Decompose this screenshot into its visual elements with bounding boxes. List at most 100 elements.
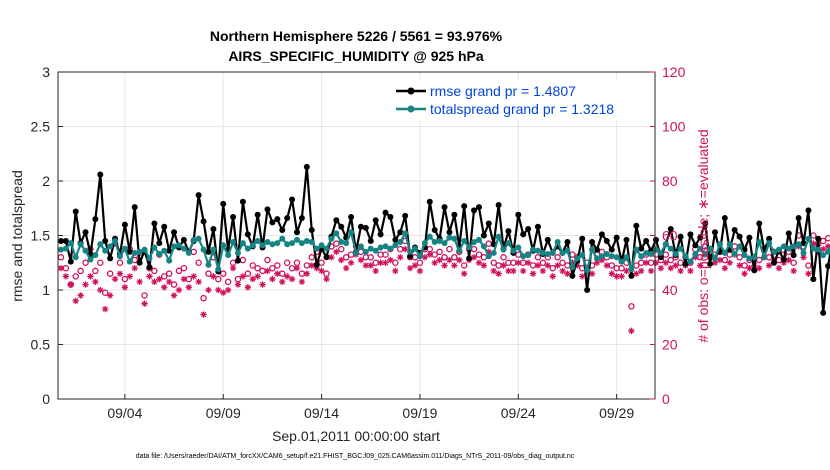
rmse-point: [57, 237, 64, 244]
obs-evaluated-point: [318, 267, 325, 275]
obs-possible-point: [382, 251, 389, 258]
obs-evaluated-point: [97, 286, 104, 294]
obs-possible-point: [170, 281, 178, 288]
obs-possible-point: [554, 254, 561, 261]
totalspread-point: [534, 247, 541, 254]
obs-possible-point: [441, 254, 448, 261]
rmse-point: [785, 230, 792, 237]
totalspread-point: [662, 241, 669, 248]
rmse-point: [397, 229, 404, 236]
totalspread-point: [318, 242, 325, 249]
y-axis-label: rmse and totalspread: [9, 170, 25, 302]
totalspread-point: [397, 239, 404, 246]
rmse-point: [303, 163, 310, 170]
totalspread-point: [259, 242, 266, 249]
obs-evaluated-point: [131, 265, 138, 272]
obs-evaluated-point: [603, 262, 611, 269]
obs-possible-point: [318, 259, 325, 266]
obs-evaluated-point: [210, 273, 217, 280]
rmse-point: [697, 234, 704, 241]
totalspread-point: [412, 245, 419, 252]
totalspread-point: [215, 266, 222, 273]
totalspread-point: [466, 244, 473, 251]
obs-evaluated-point: [569, 259, 576, 266]
obs-possible-point: [500, 254, 507, 261]
obs-evaluated-point: [485, 248, 492, 256]
rmse-point: [677, 233, 684, 240]
totalspread-point: [495, 233, 502, 240]
obs-evaluated-point: [475, 259, 483, 266]
x-tick-label: 09/09: [206, 405, 241, 421]
obs-evaluated-point: [392, 267, 399, 275]
obs-possible-point: [121, 275, 129, 283]
totalspread-point: [171, 243, 178, 250]
obs-evaluated-point: [780, 259, 788, 266]
totalspread-point: [815, 246, 822, 253]
totalspread-point: [579, 252, 586, 259]
obs-possible-point: [116, 259, 124, 266]
obs-possible-point: [224, 278, 232, 286]
rmse-point: [466, 255, 473, 262]
obs-evaluated-point: [515, 259, 522, 266]
rmse-point: [756, 220, 763, 227]
totalspread-point: [225, 252, 232, 259]
y2-tick-label: 40: [662, 282, 678, 298]
obs-evaluated-point: [77, 292, 84, 299]
obs-evaluated-point: [303, 270, 311, 277]
totalspread-point: [87, 256, 94, 263]
totalspread-point: [544, 251, 551, 258]
obs-evaluated-point: [667, 265, 674, 272]
obs-possible-point: [392, 259, 399, 266]
rmse-point: [736, 233, 743, 240]
rmse-point: [121, 221, 128, 228]
rmse-point: [407, 253, 414, 260]
rmse-point: [731, 227, 738, 234]
rmse-point: [323, 254, 330, 261]
rmse-point: [136, 259, 143, 266]
footnote: data file: /Users/raeder/DAI/ATM_forcXX/…: [136, 453, 575, 460]
obs-evaluated-point: [367, 262, 374, 269]
totalspread-point: [652, 246, 659, 253]
obs-possible-point: [82, 259, 89, 266]
totalspread-point: [72, 254, 79, 261]
totalspread-point: [131, 249, 138, 256]
totalspread-point: [82, 247, 89, 254]
rmse-point: [254, 211, 261, 218]
obs-evaluated-point: [672, 262, 679, 269]
totalspread-point: [702, 251, 709, 258]
rmse-point: [461, 203, 468, 210]
obs-evaluated-point: [544, 262, 551, 269]
totalspread-point: [756, 239, 763, 246]
obs-evaluated-point: [790, 267, 797, 275]
totalspread-point: [254, 237, 261, 244]
rmse-point: [564, 239, 571, 246]
rmse-point: [72, 208, 79, 215]
obs-possible-point: [180, 264, 188, 272]
legend-rmse-label: rmse grand pr = 1.4807: [430, 83, 576, 99]
obs-evaluated-point: [647, 267, 655, 275]
totalspread-point: [584, 267, 591, 274]
obs-evaluated-point: [401, 245, 409, 253]
legend-spread-label: totalspread grand pr = 1.3218: [430, 101, 614, 117]
obs-possible-point: [141, 292, 148, 299]
totalspread-point: [77, 241, 84, 248]
totalspread-point: [461, 237, 468, 244]
rmse-point: [156, 240, 163, 247]
y-tick-label: 0: [42, 391, 50, 407]
x-tick-label: 09/14: [304, 405, 339, 421]
obs-evaluated-point: [736, 262, 743, 269]
obs-evaluated-point: [175, 286, 183, 294]
rmse-point: [166, 247, 173, 254]
legend: rmse grand pr = 1.4807 totalspread grand…: [390, 80, 652, 120]
rmse-point: [279, 227, 286, 234]
obs-possible-point: [416, 259, 424, 266]
rmse-point: [751, 267, 758, 274]
obs-possible-point: [106, 270, 114, 277]
totalspread-point: [353, 249, 360, 256]
obs-evaluated-point: [746, 265, 753, 272]
obs-evaluated-point: [662, 259, 670, 266]
totalspread-point: [348, 229, 355, 236]
totalspread-point: [775, 246, 782, 253]
totalspread-point: [593, 255, 600, 262]
rmse-point: [603, 237, 610, 244]
